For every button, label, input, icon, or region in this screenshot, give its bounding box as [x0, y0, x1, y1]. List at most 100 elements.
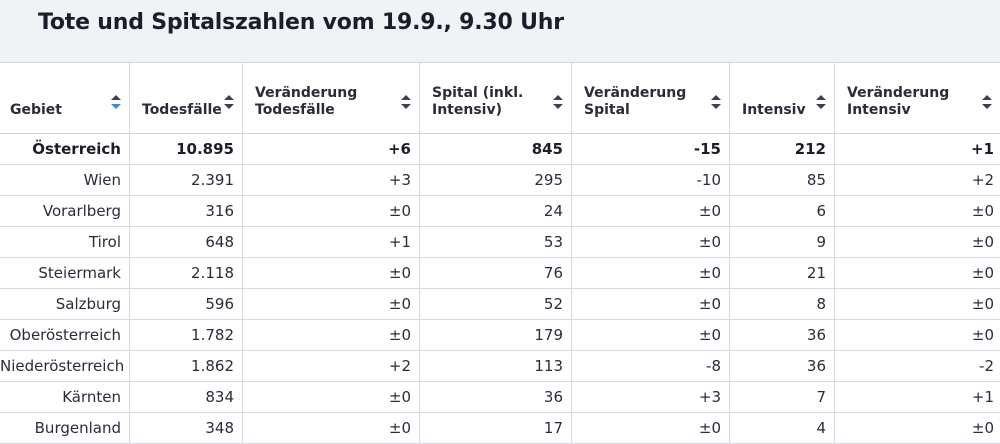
region-name-cell: Niederösterreich — [0, 351, 130, 381]
value-cell: 17 — [420, 413, 572, 443]
value-cell: +1 — [243, 227, 420, 257]
region-name-cell: Tirol — [0, 227, 130, 257]
value-cell: 52 — [420, 289, 572, 319]
value-cell: ±0 — [572, 413, 730, 443]
title-bar: Tote und Spitalszahlen vom 19.9., 9.30 U… — [0, 0, 1000, 62]
region-name-cell: Burgenland — [0, 413, 130, 443]
value-cell: +6 — [243, 134, 420, 164]
table-row: Niederösterreich 1.862 +2 113 -8 36 -2 — [0, 351, 1000, 382]
value-cell: 1.862 — [130, 351, 243, 381]
value-cell: ±0 — [572, 320, 730, 350]
value-cell: 36 — [730, 351, 835, 381]
value-cell: 85 — [730, 165, 835, 195]
value-cell: 2.391 — [130, 165, 243, 195]
sort-icon[interactable] — [553, 95, 563, 109]
table-row: Salzburg 596 ±0 52 ±0 8 ±0 — [0, 289, 1000, 320]
value-cell: -2 — [979, 357, 994, 375]
value-cell: ±0 — [971, 295, 994, 313]
value-cell: 21 — [730, 258, 835, 288]
value-cell: 596 — [130, 289, 243, 319]
column-header-veraenderung-todesfaelle[interactable]: Veränderung Todesfälle — [243, 63, 420, 133]
value-cell: +1 — [970, 140, 994, 158]
column-header-label: Gebiet — [10, 102, 62, 118]
value-cell: 8 — [730, 289, 835, 319]
value-cell: 212 — [730, 134, 835, 164]
value-cell: 179 — [420, 320, 572, 350]
region-name-cell: Kärnten — [0, 382, 130, 412]
value-cell: +1 — [971, 388, 994, 406]
column-header-veraenderung-spital[interactable]: Veränderung Spital — [572, 63, 730, 133]
region-name-cell: Oberösterreich — [0, 320, 130, 350]
page-title: Tote und Spitalszahlen vom 19.9., 9.30 U… — [38, 10, 564, 35]
value-cell: 36 — [420, 382, 572, 412]
value-cell: 76 — [420, 258, 572, 288]
value-cell: ±0 — [572, 196, 730, 226]
value-cell: 316 — [130, 196, 243, 226]
value-cell: ±0 — [971, 202, 994, 220]
value-cell: +3 — [572, 382, 730, 412]
value-cell: +3 — [243, 165, 420, 195]
region-name-cell: Salzburg — [0, 289, 130, 319]
column-header-label: Todesfälle — [142, 102, 222, 118]
table-header: Gebiet Todesfälle Veränderung Todesfälle… — [0, 62, 1000, 134]
value-cell: ±0 — [243, 320, 420, 350]
value-cell: 9 — [730, 227, 835, 257]
sort-icon[interactable] — [224, 95, 234, 109]
value-cell: 834 — [130, 382, 243, 412]
table-row: Steiermark 2.118 ±0 76 ±0 21 ±0 — [0, 258, 1000, 289]
value-cell: 295 — [420, 165, 572, 195]
value-cell: ±0 — [572, 227, 730, 257]
value-cell: -8 — [572, 351, 730, 381]
value-cell: ±0 — [243, 382, 420, 412]
table-body: Österreich 10.895 +6 845 -15 212 +1 Wien 2.391 +3… — [0, 134, 1000, 444]
value-cell: 845 — [420, 134, 572, 164]
value-cell: ±0 — [243, 289, 420, 319]
value-cell: +2 — [971, 171, 994, 189]
table-row: Tirol 648 +1 53 ±0 9 ±0 — [0, 227, 1000, 258]
table-row: Vorarlberg 316 ±0 24 ±0 6 ±0 — [0, 196, 1000, 227]
value-cell: ±0 — [971, 264, 994, 282]
value-cell: 4 — [730, 413, 835, 443]
sort-icon[interactable] — [982, 95, 992, 109]
table-row: Kärnten 834 ±0 36 +3 7 +1 — [0, 382, 1000, 413]
value-cell: +2 — [243, 351, 420, 381]
value-cell: ±0 — [572, 258, 730, 288]
sort-icon[interactable] — [111, 95, 121, 109]
value-cell: 2.118 — [130, 258, 243, 288]
value-cell: -15 — [572, 134, 730, 164]
value-cell: -10 — [572, 165, 730, 195]
column-header-todesfaelle[interactable]: Todesfälle — [130, 63, 243, 133]
value-cell: 648 — [130, 227, 243, 257]
value-cell: ±0 — [243, 258, 420, 288]
column-header-spital[interactable]: Spital (inkl. Intensiv) — [420, 63, 572, 133]
column-header-label: Veränderung Todesfälle — [255, 85, 358, 118]
column-header-veraenderung-intensiv[interactable]: Veränderung Intensiv — [835, 63, 1000, 133]
value-cell: ±0 — [243, 413, 420, 443]
value-cell: ±0 — [243, 196, 420, 226]
region-name-cell: Österreich — [0, 134, 130, 164]
value-cell: ±0 — [971, 326, 994, 344]
value-cell: 36 — [730, 320, 835, 350]
region-name-cell: Wien — [0, 165, 130, 195]
sort-icon[interactable] — [711, 95, 721, 109]
value-cell: ±0 — [572, 289, 730, 319]
column-header-label: Intensiv — [742, 102, 806, 118]
column-header-label: Veränderung Intensiv — [847, 85, 950, 118]
table-row: Burgenland 348 ±0 17 ±0 4 ±0 — [0, 413, 1000, 444]
column-header-gebiet[interactable]: Gebiet — [0, 63, 130, 133]
value-cell: 6 — [730, 196, 835, 226]
value-cell: 10.895 — [130, 134, 243, 164]
sort-icon[interactable] — [401, 95, 411, 109]
table-row: Österreich 10.895 +6 845 -15 212 +1 — [0, 134, 1000, 165]
value-cell: ±0 — [971, 233, 994, 251]
column-header-intensiv[interactable]: Intensiv — [730, 63, 835, 133]
value-cell: 348 — [130, 413, 243, 443]
data-table: Gebiet Todesfälle Veränderung Todesfälle… — [0, 62, 1000, 444]
value-cell: 1.782 — [130, 320, 243, 350]
value-cell: 7 — [730, 382, 835, 412]
column-header-label: Spital (inkl. Intensiv) — [432, 85, 524, 118]
value-cell: 53 — [420, 227, 572, 257]
value-cell: 24 — [420, 196, 572, 226]
sort-icon[interactable] — [816, 95, 826, 109]
region-name-cell: Steiermark — [0, 258, 130, 288]
